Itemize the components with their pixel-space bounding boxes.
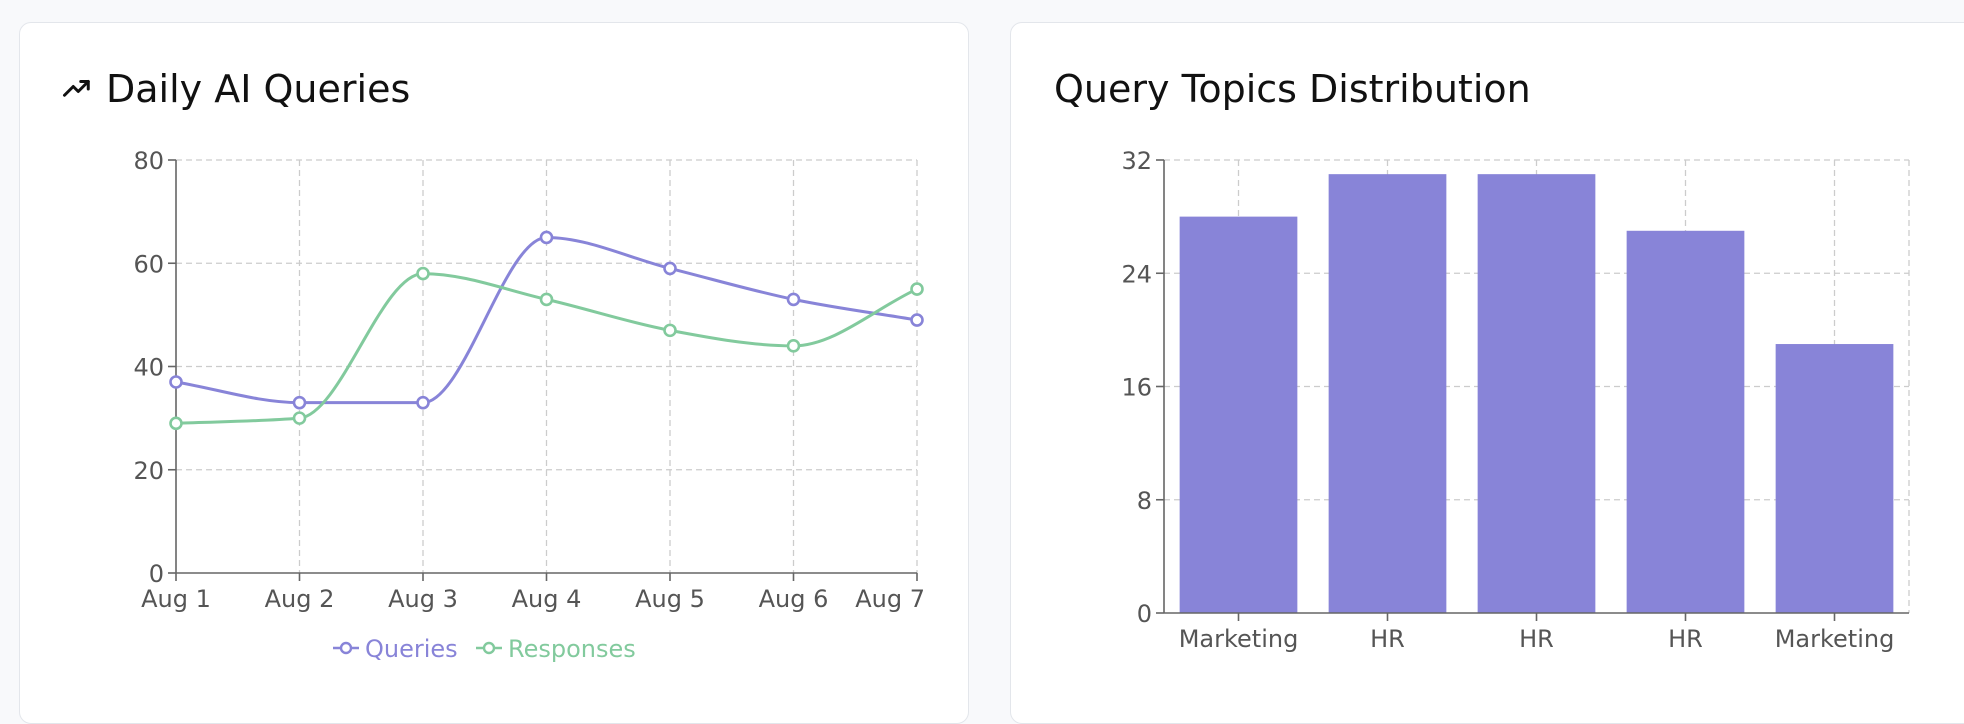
data-point-responses bbox=[786, 339, 801, 353]
y-tick-label: 20 bbox=[133, 457, 164, 485]
data-point-responses bbox=[416, 266, 430, 281]
daily-queries-line-chart: 0 20 40 60 80 Aug 1 Aug 2 Aug 3 Aug 4 Aug 5 Aug 6 A… bbox=[133, 147, 925, 663]
data-point-responses bbox=[292, 411, 307, 425]
data-point-queries bbox=[663, 261, 677, 276]
data-point-responses bbox=[910, 282, 924, 296]
x-tick-label: HR bbox=[1370, 625, 1405, 653]
data-point-responses bbox=[539, 292, 554, 307]
data-point-queries bbox=[786, 292, 801, 307]
data-point-queries bbox=[169, 375, 183, 389]
daily-queries-title: Daily AI Queries bbox=[106, 67, 411, 111]
daily-queries-title-row: Daily AI Queries bbox=[62, 67, 410, 111]
data-point-responses bbox=[169, 416, 183, 431]
x-tick-label: Aug 3 bbox=[388, 585, 458, 613]
y-tick-label: 40 bbox=[133, 354, 164, 382]
x-tick-label: Aug 7 bbox=[855, 585, 925, 613]
data-point-responses bbox=[663, 323, 677, 338]
legend-label-responses: Responses bbox=[508, 635, 636, 663]
y-tick-label: 0 bbox=[1137, 600, 1152, 628]
x-tick-label: Aug 4 bbox=[512, 585, 582, 613]
y-tick-label: 24 bbox=[1121, 260, 1152, 288]
x-tick-label: Aug 2 bbox=[265, 585, 335, 613]
y-tick-label: 8 bbox=[1137, 487, 1152, 515]
query-topics-card: Query Topics Distribution 0 8 16 24 32 Market… bbox=[1010, 22, 1964, 724]
x-tick-label: Aug 1 bbox=[141, 585, 211, 613]
y-tick-label: 60 bbox=[133, 250, 164, 278]
data-point-queries bbox=[416, 395, 430, 410]
daily-queries-card: Daily AI Queries 0 20 40 60 80 Aug 1 Aug 2 Aug … bbox=[19, 22, 969, 724]
x-tick-label: Marketing bbox=[1179, 625, 1299, 653]
legend-marker-queries bbox=[339, 641, 353, 655]
data-point-queries bbox=[910, 313, 924, 327]
y-tick-label: 0 bbox=[149, 560, 164, 588]
y-tick-label: 16 bbox=[1121, 374, 1152, 402]
bar bbox=[1179, 216, 1298, 613]
x-tick-label: Aug 6 bbox=[759, 585, 829, 613]
legend-label-queries: Queries bbox=[365, 635, 458, 663]
bar bbox=[1328, 174, 1447, 613]
bar bbox=[1775, 344, 1894, 613]
x-tick-label: HR bbox=[1668, 625, 1703, 653]
bar bbox=[1477, 174, 1596, 613]
query-topics-title: Query Topics Distribution bbox=[1054, 67, 1531, 111]
x-tick-label: HR bbox=[1519, 625, 1554, 653]
x-tick-label: Marketing bbox=[1775, 625, 1895, 653]
data-point-queries bbox=[539, 230, 554, 245]
legend-marker-responses bbox=[482, 641, 496, 655]
y-tick-label: 32 bbox=[1121, 147, 1152, 175]
data-point-queries bbox=[292, 395, 307, 410]
x-tick-label: Aug 5 bbox=[635, 585, 705, 613]
trending-up-icon bbox=[63, 80, 90, 97]
query-topics-bar-chart: 0 8 16 24 32 Marketing HR HR HR Marketing bbox=[1121, 147, 1910, 653]
bar bbox=[1626, 230, 1745, 613]
y-tick-label: 80 bbox=[133, 147, 164, 175]
